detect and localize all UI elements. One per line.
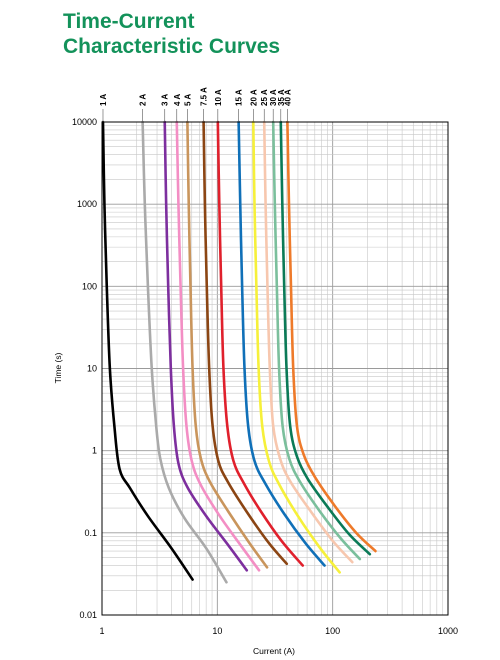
curve-15-a: [237, 120, 326, 567]
plot-border: [101, 121, 449, 616]
y-tick-label: 10000: [72, 117, 97, 127]
y-tick-label: 1000: [77, 199, 97, 209]
title-line-1: Time-Current: [63, 10, 195, 33]
curve-30-a: [271, 120, 362, 561]
curve-25-a: [262, 120, 354, 564]
curve-5-a: [186, 120, 269, 569]
tick-labels: 1 10 100 1000 0.01 0.1 1 10 100 1000 10000: [72, 117, 458, 636]
curves: [101, 120, 377, 584]
y-tick-label: 0.01: [79, 610, 97, 620]
x-tick-label: 1000: [438, 626, 458, 636]
curve-7-5-a: [202, 120, 289, 566]
curve-3-a: [163, 120, 249, 572]
curve-20-a: [251, 120, 341, 574]
y-tick-label: 1: [92, 446, 97, 456]
x-tick-label: 100: [325, 626, 340, 636]
curve-label-35-a: 35 A: [277, 89, 286, 106]
y-axis-label: Time (s): [53, 352, 63, 383]
curve-label-7-5-a: 7.5 A: [200, 87, 209, 106]
x-tick-label: 10: [212, 626, 222, 636]
curve-label-20-a: 20 A: [249, 89, 258, 106]
curve-label-15-a: 15 A: [235, 89, 244, 106]
curve-40-a: [286, 120, 377, 553]
curve-label-30-a: 30 A: [269, 89, 278, 106]
title-line-2: Characteristic Curves: [63, 35, 281, 58]
plot-frame: [101, 121, 449, 616]
y-tick-label: 100: [82, 281, 97, 291]
x-tick-label: 1: [99, 626, 104, 636]
y-tick-label: 10: [87, 364, 97, 374]
curve-label-2-a: 2 A: [139, 94, 148, 106]
page-title: Time-Current Characteristic Curves: [63, 9, 280, 59]
curve-label-3-a: 3 A: [161, 94, 170, 106]
curve-2-a: [141, 120, 228, 584]
curve-1-a: [101, 120, 194, 581]
curve-label-4-a: 4 A: [173, 94, 182, 106]
curve-label-5-a: 5 A: [183, 94, 192, 106]
curve-label-1-a: 1 A: [99, 94, 108, 106]
curve-label-40-a: 40 A: [283, 89, 292, 106]
curve-label-25-a: 25 A: [260, 89, 269, 106]
curve-35-a: [279, 120, 372, 556]
x-axis-label: Current (A): [253, 646, 295, 656]
curve-4-a: [175, 120, 261, 572]
curve-label-10-a: 10 A: [214, 89, 223, 106]
curve-10-a: [216, 120, 305, 567]
y-tick-label: 0.1: [84, 528, 97, 538]
